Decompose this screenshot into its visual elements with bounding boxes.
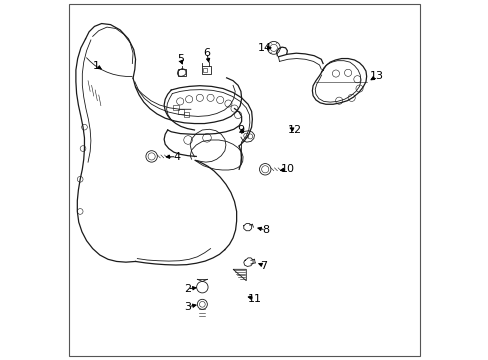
Text: 3: 3 <box>183 302 190 312</box>
Bar <box>173 105 179 111</box>
Text: 13: 13 <box>369 71 383 81</box>
Text: 10: 10 <box>280 164 294 174</box>
Text: 6: 6 <box>203 48 210 58</box>
Text: 4: 4 <box>173 152 180 162</box>
Text: 9: 9 <box>237 125 244 135</box>
Text: 7: 7 <box>260 261 267 271</box>
Text: 5: 5 <box>176 54 183 64</box>
Text: 2: 2 <box>183 284 190 294</box>
Text: 11: 11 <box>248 294 262 303</box>
Bar <box>201 66 210 73</box>
Bar <box>203 68 207 72</box>
Bar <box>183 112 189 117</box>
Text: 12: 12 <box>287 125 301 135</box>
Bar <box>178 109 183 114</box>
Text: 1: 1 <box>93 61 100 71</box>
Text: 8: 8 <box>262 225 269 235</box>
Bar <box>178 69 186 76</box>
Text: 14: 14 <box>258 43 272 53</box>
